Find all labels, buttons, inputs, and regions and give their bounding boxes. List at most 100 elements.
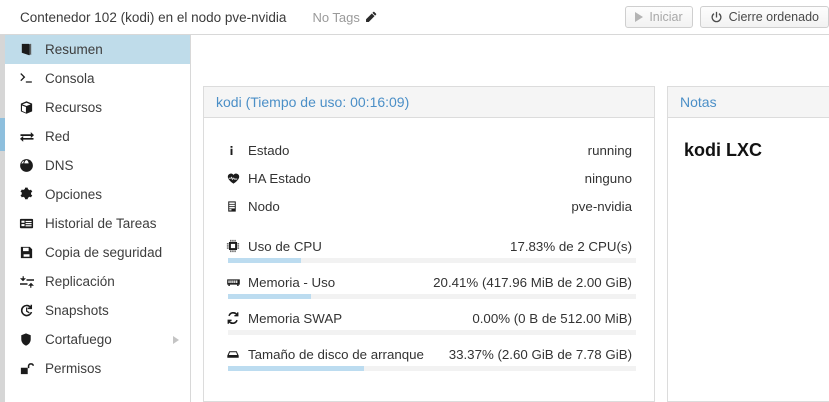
left-edge-scrollbar[interactable]: [0, 35, 5, 402]
sidebar-item-label: Consola: [45, 71, 95, 86]
status-row-label: HA Estado: [248, 170, 311, 186]
progress-bar-cpu: [228, 258, 636, 263]
resource-row-tamano-disco-arranque: Tamaño de disco de arranque 33.37% (2.60…: [226, 340, 632, 368]
status-row-value: pve-nvidia: [571, 198, 632, 214]
exchange-icon: [19, 129, 39, 145]
cpu-icon: [226, 239, 248, 253]
progress-bar-swap: [228, 330, 636, 335]
sidebar-item-opciones[interactable]: Opciones: [5, 180, 190, 209]
resource-block-disco: Tamaño de disco de arranque 33.37% (2.60…: [226, 340, 636, 371]
left-edge-scrollbar-thumb[interactable]: [0, 118, 5, 151]
page-title: Contenedor 102 (kodi) en el nodo pve-nvi…: [20, 9, 287, 25]
disk-icon: [226, 348, 248, 361]
status-panel-body: Estado running HA Estado ninguno Nodo pv…: [203, 117, 655, 402]
status-row-label: Nodo: [248, 198, 280, 214]
status-panel-title: kodi (Tiempo de uso: 00:16:09): [203, 86, 655, 117]
chevron-right-icon[interactable]: [173, 335, 179, 344]
terminal-icon: [19, 71, 39, 86]
sidebar-item-resumen[interactable]: Resumen: [5, 35, 190, 64]
list-icon: [19, 216, 39, 231]
server-icon: [226, 200, 248, 213]
resource-row-value: 33.37% (2.60 GiB de 7.78 GiB): [448, 346, 632, 362]
resource-row-label: Uso de CPU: [248, 238, 322, 254]
memory-icon: [226, 275, 248, 289]
resource-row-value: 17.83% de 2 CPU(s): [510, 238, 632, 254]
sidebar-item-historial-de-tareas[interactable]: Historial de Tareas: [5, 209, 190, 238]
resource-block-memoria: Memoria - Uso 20.41% (417.96 MiB de 2.00…: [226, 268, 636, 299]
play-icon: [635, 12, 644, 22]
resource-row-memoria-uso: Memoria - Uso 20.41% (417.96 MiB de 2.00…: [226, 268, 632, 296]
tags-label: No Tags: [312, 9, 360, 25]
sidebar-item-replicacion[interactable]: Replicación: [5, 267, 190, 296]
resource-row-uso-de-cpu: Uso de CPU 17.83% de 2 CPU(s): [226, 232, 632, 260]
sidebar-item-recursos[interactable]: Recursos: [5, 93, 190, 122]
page-header: Contenedor 102 (kodi) en el nodo pve-nvi…: [0, 0, 829, 34]
notes-panel-title: Notas: [667, 86, 829, 117]
power-icon: [710, 11, 723, 24]
status-row-ha-estado: HA Estado ninguno: [226, 164, 632, 192]
resource-row-value: 20.41% (417.96 MiB de 2.00 GiB): [433, 274, 632, 290]
shutdown-button-label: Cierre ordenado: [728, 10, 819, 24]
tags-editor[interactable]: No Tags: [312, 9, 377, 25]
sidebar-item-label: Copia de seguridad: [45, 245, 163, 260]
sidebar-item-label: Opciones: [45, 187, 103, 202]
sidebar-item-label: Resumen: [45, 42, 103, 57]
sidebar-item-snapshots[interactable]: Snapshots: [5, 296, 190, 325]
row-gap: [226, 220, 632, 232]
progress-bar-disco: [228, 366, 636, 371]
sidebar-item-label: Cortafuego: [45, 332, 112, 347]
status-row-nodo: Nodo pve-nvidia: [226, 192, 632, 220]
resource-block-cpu: Uso de CPU 17.83% de 2 CPU(s): [226, 232, 636, 263]
resource-row-value: 0.00% (0 B de 512.00 MiB): [472, 310, 632, 326]
start-button-label: Iniciar: [649, 10, 683, 24]
unlock-icon: [19, 361, 39, 376]
history-icon: [19, 303, 39, 318]
sidebar: Resumen Consola Recursos Red DNS: [5, 35, 191, 402]
progress-bar-disco-fill: [228, 366, 365, 371]
info-icon: [226, 144, 248, 157]
sidebar-item-label: Red: [45, 129, 70, 144]
resource-row-label: Tamaño de disco de arranque: [248, 346, 424, 362]
resource-row-label: Memoria SWAP: [248, 310, 343, 326]
progress-bar-memoria-fill: [228, 294, 312, 299]
replicate-icon: [19, 274, 39, 290]
header-divider: [0, 34, 829, 35]
sidebar-item-copia-de-seguridad[interactable]: Copia de seguridad: [5, 238, 190, 267]
swap-icon: [226, 311, 248, 325]
status-row-value: ninguno: [584, 170, 632, 186]
resource-row-memoria-swap: Memoria SWAP 0.00% (0 B de 512.00 MiB): [226, 304, 632, 332]
sidebar-item-label: Historial de Tareas: [45, 216, 157, 231]
status-row-value: running: [587, 142, 632, 158]
notes-panel-body[interactable]: kodi LXC: [667, 117, 829, 402]
status-panel: kodi (Tiempo de uso: 00:16:09) Estado ru…: [203, 86, 655, 402]
sidebar-item-label: Recursos: [45, 100, 103, 115]
resource-row-label: Memoria - Uso: [248, 274, 336, 290]
sidebar-item-label: Replicación: [45, 274, 115, 289]
book-icon: [19, 42, 39, 57]
shutdown-button[interactable]: Cierre ordenado: [699, 6, 829, 28]
pencil-icon[interactable]: [365, 11, 377, 23]
heartbeat-icon: [226, 172, 248, 185]
shield-icon: [19, 332, 39, 347]
notes-panel: Notas kodi LXC: [667, 86, 829, 402]
floppy-icon: [19, 245, 39, 260]
sidebar-item-cortafuego[interactable]: Cortafuego: [5, 325, 190, 354]
progress-bar-memoria: [228, 294, 636, 299]
sidebar-item-permisos[interactable]: Permisos: [5, 354, 190, 383]
status-row-estado: Estado running: [226, 136, 632, 164]
cube-icon: [19, 100, 39, 115]
sidebar-item-red[interactable]: Red: [5, 122, 190, 151]
progress-bar-cpu-fill: [228, 258, 301, 263]
status-row-label: Estado: [248, 142, 290, 158]
sidebar-item-label: Snapshots: [45, 303, 109, 318]
gear-icon: [19, 187, 39, 202]
resource-block-swap: Memoria SWAP 0.00% (0 B de 512.00 MiB): [226, 304, 636, 335]
sidebar-item-label: DNS: [45, 158, 74, 173]
sidebar-item-dns[interactable]: DNS: [5, 151, 190, 180]
sidebar-item-label: Permisos: [45, 361, 102, 376]
notes-content: kodi LXC: [684, 140, 763, 160]
sidebar-item-consola[interactable]: Consola: [5, 64, 190, 93]
start-button[interactable]: Iniciar: [625, 6, 693, 28]
globe-icon: [19, 158, 39, 173]
